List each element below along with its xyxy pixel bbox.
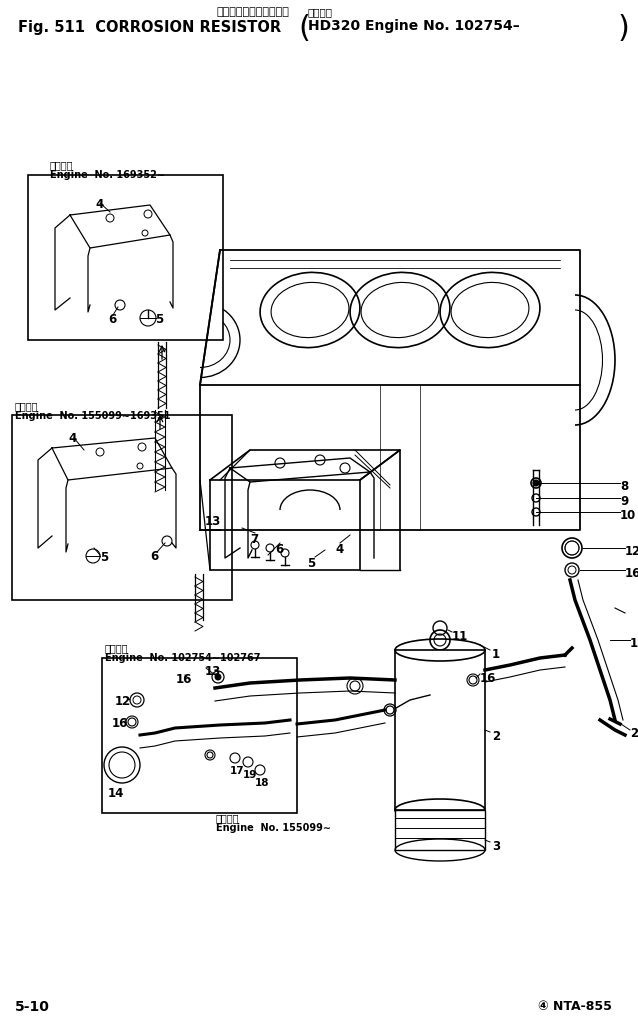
Bar [395,810,485,850]
Text: Engine  No. 155099∼: Engine No. 155099∼ [216,823,331,833]
Text: 16: 16 [176,673,193,686]
Bar [102,658,297,813]
Bar [28,175,223,340]
Text: 11: 11 [452,630,468,643]
Text: Engine  No. 102754∼102767: Engine No. 102754∼102767 [105,653,260,663]
Text: 適用号機: 適用号機 [308,7,333,17]
Text: 2: 2 [492,730,500,743]
Text: 16: 16 [480,672,496,685]
Text: 3: 3 [492,840,500,853]
Text: コロージョン　レジスタ: コロージョン レジスタ [216,7,290,17]
Text: 適用号機: 適用号機 [105,643,128,653]
Text: ④ NTA-855: ④ NTA-855 [538,1000,612,1013]
Text: 4: 4 [335,543,343,556]
Text: Fig. 511  CORROSION RESISTOR: Fig. 511 CORROSION RESISTOR [18,20,281,35]
Text: 7: 7 [250,533,258,546]
Text: HD320 Engine No. 102754–: HD320 Engine No. 102754– [308,19,520,33]
Text: 17: 17 [230,766,244,776]
Text: 4: 4 [95,197,103,211]
Text: 適用号機: 適用号機 [15,401,38,411]
Text: 16: 16 [112,717,128,730]
Text: 19: 19 [243,770,257,780]
Text: 10: 10 [620,509,636,522]
Text: 18: 18 [255,778,269,788]
Text: 6: 6 [275,543,283,556]
Bar [395,651,485,810]
Text: 適用号機: 適用号機 [216,813,239,823]
Text: 6: 6 [108,313,116,326]
Text: 5: 5 [100,551,108,564]
Text: 適用号機: 適用号機 [50,160,73,170]
Text: 9: 9 [620,495,628,508]
Text: 16: 16 [625,567,638,580]
Text: 5-10: 5-10 [15,1000,50,1014]
Bar [12,415,232,600]
Text: Engine  No. 169352∼: Engine No. 169352∼ [50,170,165,180]
Text: 5: 5 [155,313,163,326]
Text: 13: 13 [205,515,221,528]
Text: 1: 1 [492,648,500,661]
Text: ): ) [618,14,630,43]
Text: 6: 6 [150,550,158,563]
Text: 12: 12 [625,545,638,558]
Text: 13: 13 [205,665,221,678]
Circle shape [533,480,539,486]
Text: Engine  No. 155099∼169351: Engine No. 155099∼169351 [15,411,170,421]
Text: 15: 15 [630,637,638,651]
Text: 5: 5 [307,557,315,570]
Text: 14: 14 [108,787,124,800]
Text: 12: 12 [115,695,131,708]
Circle shape [215,674,221,680]
Text: 8: 8 [620,480,628,493]
Text: 4: 4 [68,432,77,445]
Text: (: ( [298,14,310,43]
Text: 20: 20 [630,727,638,740]
